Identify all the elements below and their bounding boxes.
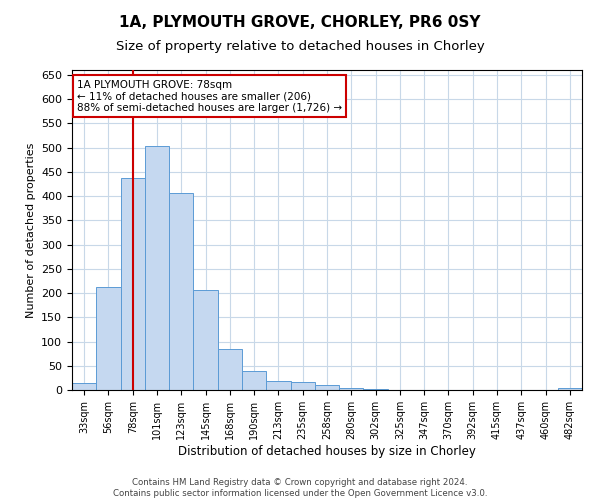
Bar — [193, 290, 218, 390]
Text: 1A, PLYMOUTH GROVE, CHORLEY, PR6 0SY: 1A, PLYMOUTH GROVE, CHORLEY, PR6 0SY — [119, 15, 481, 30]
Bar — [315, 385, 339, 390]
Bar — [290, 382, 315, 390]
Bar — [364, 388, 388, 390]
Y-axis label: Number of detached properties: Number of detached properties — [26, 142, 35, 318]
Bar — [218, 349, 242, 390]
X-axis label: Distribution of detached houses by size in Chorley: Distribution of detached houses by size … — [178, 444, 476, 458]
Bar — [145, 146, 169, 390]
Bar — [72, 382, 96, 390]
Bar — [242, 370, 266, 390]
Bar — [169, 192, 193, 390]
Bar — [121, 178, 145, 390]
Bar — [96, 286, 121, 390]
Bar — [339, 388, 364, 390]
Bar — [558, 388, 582, 390]
Text: 1A PLYMOUTH GROVE: 78sqm
← 11% of detached houses are smaller (206)
88% of semi-: 1A PLYMOUTH GROVE: 78sqm ← 11% of detach… — [77, 80, 342, 113]
Text: Contains HM Land Registry data © Crown copyright and database right 2024.
Contai: Contains HM Land Registry data © Crown c… — [113, 478, 487, 498]
Text: Size of property relative to detached houses in Chorley: Size of property relative to detached ho… — [116, 40, 484, 53]
Bar — [266, 382, 290, 390]
